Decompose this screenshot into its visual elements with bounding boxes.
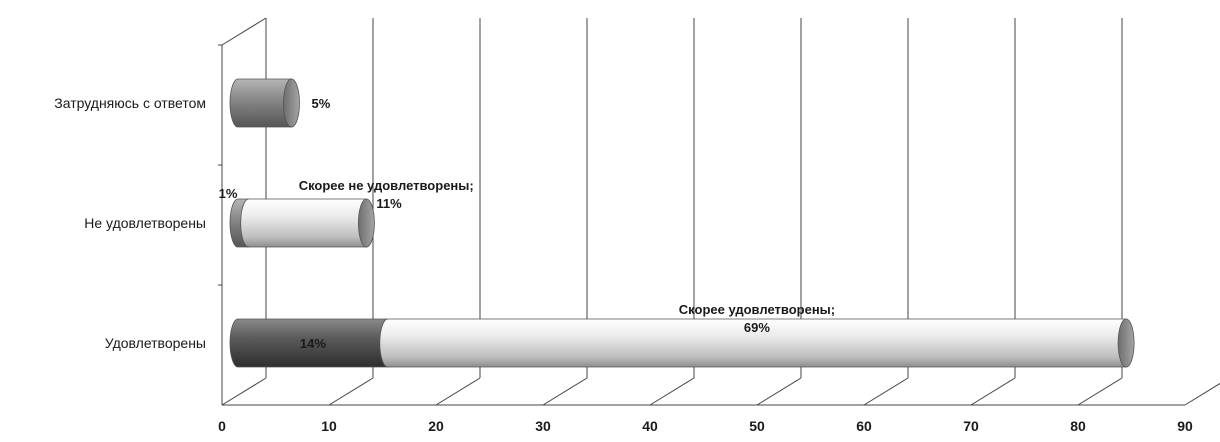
gridlines — [221, 18, 1220, 406]
category-label: Затрудняюсь с ответом — [54, 95, 206, 111]
data-label: Скорее удовлетворены; 69% — [679, 302, 835, 335]
data-label: 14% — [300, 336, 326, 351]
category-label: Удовлетворены — [105, 335, 206, 351]
floor-gridline — [328, 377, 374, 406]
x-tick-label: 20 — [428, 418, 444, 434]
floor-gridline — [863, 377, 909, 406]
floor-gridline — [649, 377, 695, 406]
x-tick-label: 80 — [1070, 418, 1086, 434]
bar-segment — [379, 318, 1127, 368]
labels: 0 10 20 30 40 50 60 70 80 90 Удовлетворены Не удовл… — [54, 95, 1193, 434]
bar-end-cap — [1117, 318, 1135, 368]
x-tick-label: 90 — [1177, 418, 1193, 434]
x-tick-label: 50 — [749, 418, 765, 434]
x-tick-label: 30 — [535, 418, 551, 434]
bar-segment — [229, 78, 292, 128]
category-label: Не удовлетворены — [84, 215, 206, 231]
wall-top-edge — [221, 17, 267, 46]
bar-end-cap — [283, 78, 300, 128]
floor-gridline — [542, 377, 588, 406]
floor-gridline — [756, 377, 802, 406]
floor-gridline — [435, 377, 481, 406]
axes — [218, 17, 1185, 406]
floor-gridline — [970, 377, 1016, 406]
x-tick-label: 70 — [963, 418, 979, 434]
bar-segment — [229, 318, 389, 368]
data-label: 5% — [312, 96, 331, 111]
floor-gridline — [1184, 382, 1220, 406]
x-tick-label: 10 — [321, 418, 337, 434]
bar-segment — [240, 198, 367, 248]
x-tick-label: 60 — [856, 418, 872, 434]
x-tick-label: 0 — [218, 418, 226, 434]
data-label: 1% — [219, 186, 238, 201]
bar-end-cap — [357, 198, 375, 248]
bars — [229, 78, 1135, 368]
floor-gridline — [221, 377, 267, 406]
data-label: Скорее не удовлетворены; 11% — [299, 178, 474, 211]
x-tick-label: 40 — [642, 418, 658, 434]
floor-gridline — [1077, 377, 1123, 406]
